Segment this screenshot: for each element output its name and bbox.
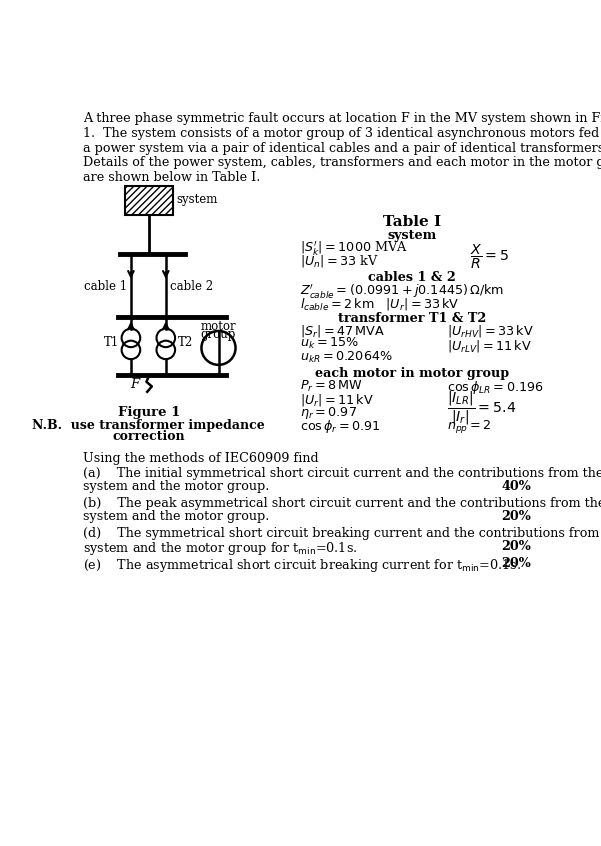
Text: 20%: 20% xyxy=(501,510,531,524)
Text: Figure 1: Figure 1 xyxy=(118,406,180,419)
Text: Details of the power system, cables, transformers and each motor in the motor gr: Details of the power system, cables, tra… xyxy=(83,157,601,169)
Text: A three phase symmetric fault occurs at location F in the MV system shown in Fig: A three phase symmetric fault occurs at … xyxy=(83,113,601,125)
Text: (e)    The asymmetrical short circuit breaking current for t$_{\mathrm{min}}$=0.: (e) The asymmetrical short circuit break… xyxy=(83,558,521,574)
Text: T1: T1 xyxy=(104,336,120,349)
Text: $\cos\phi_{LR} = 0.196$: $\cos\phi_{LR} = 0.196$ xyxy=(447,379,544,396)
Text: $|S_k^{\prime}| = 1000$ MVA: $|S_k^{\prime}| = 1000$ MVA xyxy=(300,240,408,258)
Text: $n_{pp} = 2$: $n_{pp} = 2$ xyxy=(447,418,491,435)
Text: F: F xyxy=(130,377,139,391)
Text: group: group xyxy=(201,328,236,341)
Text: system and the motor group.: system and the motor group. xyxy=(83,510,269,524)
Text: (b)    The peak asymmetrical short circuit current and the contributions from th: (b) The peak asymmetrical short circuit … xyxy=(83,497,601,510)
Text: T2: T2 xyxy=(177,336,193,349)
Text: system and the motor group for t$_{\mathrm{min}}$=0.1s.: system and the motor group for t$_{\math… xyxy=(83,541,358,558)
Text: cables 1 & 2: cables 1 & 2 xyxy=(368,271,456,284)
Text: cable 2: cable 2 xyxy=(169,280,213,293)
Text: Table I: Table I xyxy=(383,216,441,229)
Text: motor: motor xyxy=(201,320,236,333)
Text: $\cos\phi_r = 0.91$: $\cos\phi_r = 0.91$ xyxy=(300,418,381,435)
Text: $|U_r| = 11\,\mathrm{kV}$: $|U_r| = 11\,\mathrm{kV}$ xyxy=(300,392,374,408)
Text: (a)    The initial symmetrical short circuit current and the contributions from : (a) The initial symmetrical short circui… xyxy=(83,467,601,481)
Text: a power system via a pair of identical cables and a pair of identical transforme: a power system via a pair of identical c… xyxy=(83,141,601,155)
Text: (d)    The symmetrical short circuit breaking current and the contributions from: (d) The symmetrical short circuit breaki… xyxy=(83,527,601,541)
Text: $|S_r| = 47\,\mathrm{MVA}$: $|S_r| = 47\,\mathrm{MVA}$ xyxy=(300,323,385,339)
Text: transformer T1 & T2: transformer T1 & T2 xyxy=(338,311,486,325)
Text: $u_k = 15\%$: $u_k = 15\%$ xyxy=(300,337,359,351)
Text: 1.  The system consists of a motor group of 3 identical asynchronous motors fed : 1. The system consists of a motor group … xyxy=(83,127,601,140)
Text: $|U_{rHV}| = 33\,\mathrm{kV}$: $|U_{rHV}| = 33\,\mathrm{kV}$ xyxy=(447,323,534,339)
Text: each motor in motor group: each motor in motor group xyxy=(315,367,509,380)
Text: 20%: 20% xyxy=(501,558,531,570)
Text: correction: correction xyxy=(112,431,185,443)
Text: system: system xyxy=(388,228,437,242)
Text: $u_{kR} = 0.2064\%$: $u_{kR} = 0.2064\%$ xyxy=(300,349,392,365)
Text: Using the methods of IEC60909 find: Using the methods of IEC60909 find xyxy=(83,452,319,464)
Text: $\dfrac{|I_{LR}|}{|I_r|} = 5.4$: $\dfrac{|I_{LR}|}{|I_r|} = 5.4$ xyxy=(447,389,516,427)
Text: $Z^{\prime}_{cable} = (0.0991 + j0.1445)\,\Omega\mathrm{/km}$: $Z^{\prime}_{cable} = (0.0991 + j0.1445)… xyxy=(300,283,504,300)
Text: 40%: 40% xyxy=(501,481,531,493)
Text: $\dfrac{X}{R} = 5$: $\dfrac{X}{R} = 5$ xyxy=(470,243,510,271)
Text: $P_r = 8\,\mathrm{MW}$: $P_r = 8\,\mathrm{MW}$ xyxy=(300,379,362,394)
Bar xyxy=(125,186,172,216)
Text: $\eta_r = 0.97$: $\eta_r = 0.97$ xyxy=(300,405,357,421)
Text: are shown below in Table I.: are shown below in Table I. xyxy=(83,171,260,184)
Text: cable 1: cable 1 xyxy=(84,280,127,293)
Text: system: system xyxy=(177,193,218,206)
Text: $|U_n| = 33$ kV: $|U_n| = 33$ kV xyxy=(300,253,379,269)
Text: $|U_{rLV}| = 11\,\mathrm{kV}$: $|U_{rLV}| = 11\,\mathrm{kV}$ xyxy=(447,338,532,354)
Text: N.B.  use transformer impedance: N.B. use transformer impedance xyxy=(32,419,265,431)
Text: 20%: 20% xyxy=(501,541,531,553)
Text: system and the motor group.: system and the motor group. xyxy=(83,481,269,493)
Text: $l_{cable} = 2\,\mathrm{km}$   $|U_r| = 33\,\mathrm{kV}$: $l_{cable} = 2\,\mathrm{km}$ $|U_r| = 33… xyxy=(300,295,460,311)
